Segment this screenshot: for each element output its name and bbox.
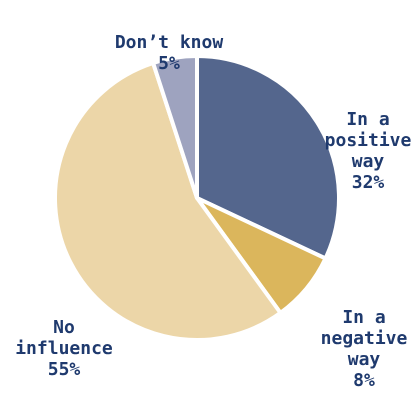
label-negative: In a negative way 8% <box>319 286 409 412</box>
pie-chart <box>53 54 341 342</box>
label-positive-value: 32% <box>351 172 385 193</box>
label-no-influence-text: No influence <box>15 317 113 359</box>
label-positive: In a positive way 32% <box>323 88 413 214</box>
slice-positive <box>195 54 341 261</box>
label-dont-know-text: Don’t know <box>114 32 224 53</box>
label-negative-text: In a negative way <box>320 307 408 370</box>
label-positive-text: In a positive way <box>324 109 412 172</box>
label-dont-know: Don’t know 5% <box>104 11 234 95</box>
label-negative-value: 8% <box>353 370 375 391</box>
label-dont-know-value: 5% <box>158 53 180 74</box>
label-no-influence: No influence 55% <box>6 296 122 401</box>
slice-dont-know <box>151 54 199 200</box>
slice-no-influence <box>53 60 283 342</box>
label-no-influence-value: 55% <box>47 359 81 380</box>
